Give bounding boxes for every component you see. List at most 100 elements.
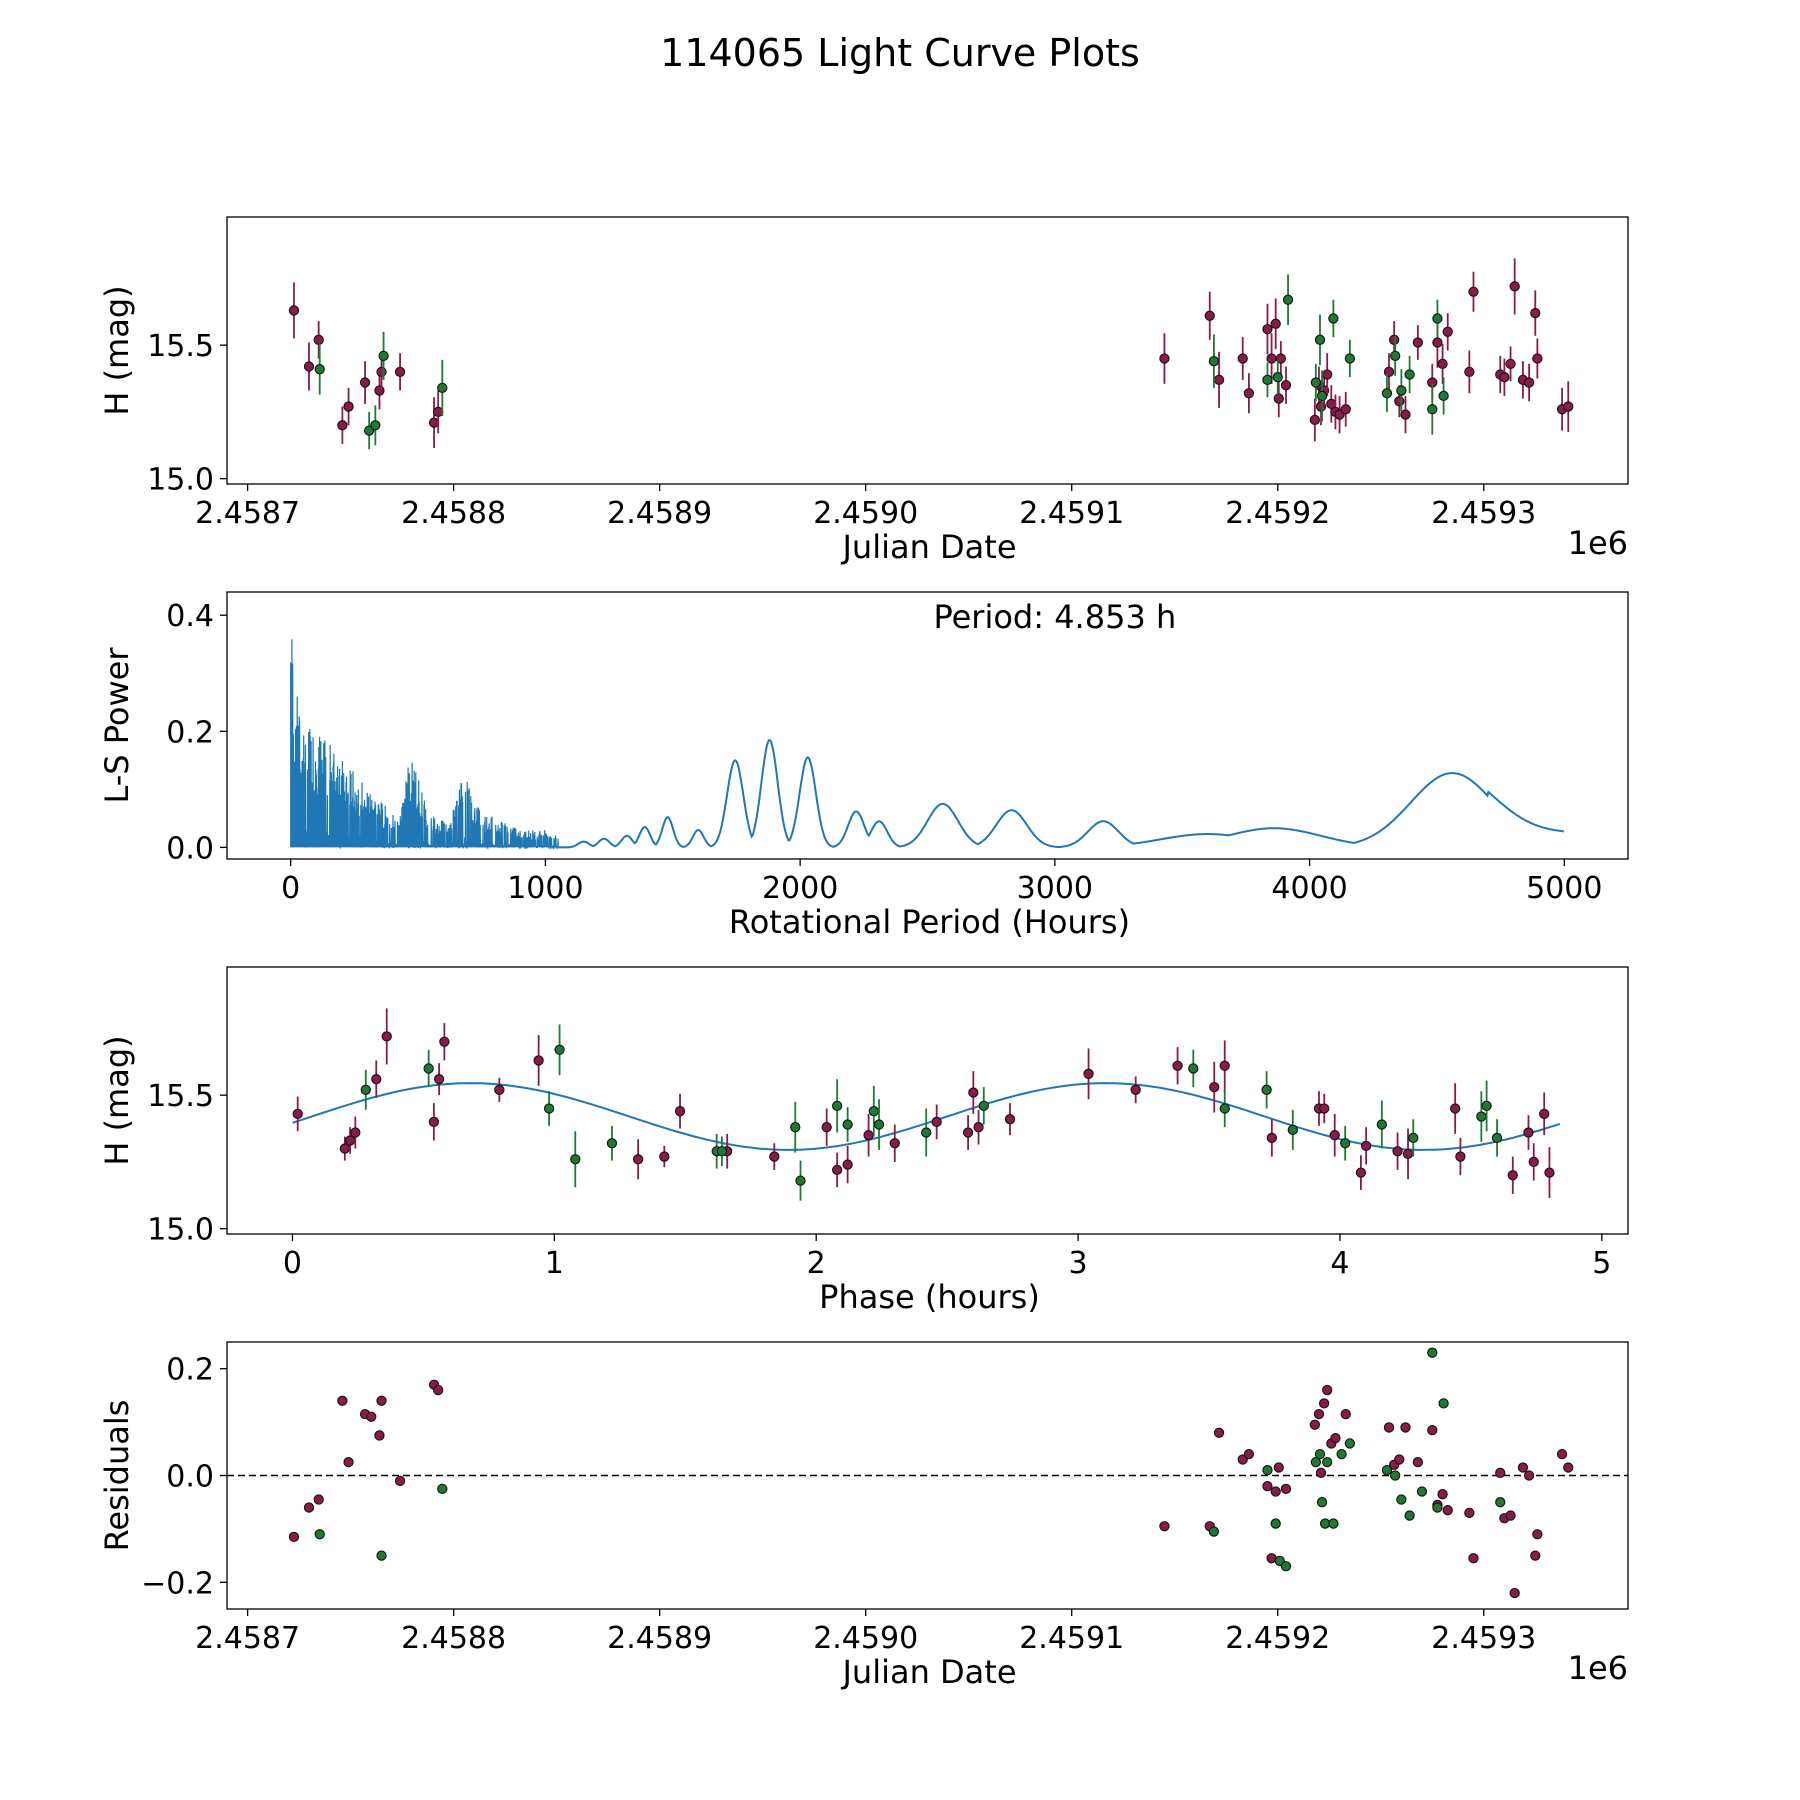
data-point-green (437, 1483, 448, 1494)
x-tick-label: 2.4593 (1431, 1621, 1536, 1656)
x-tick-label: 4000 (1271, 871, 1347, 906)
data-point-red (313, 334, 324, 345)
data-point-red (343, 401, 354, 412)
data-point-red (394, 366, 406, 378)
x-axis-label: Julian Date (840, 1653, 1016, 1691)
data-point-red (371, 1073, 382, 1085)
data-point-red (1495, 1467, 1506, 1478)
axes-frame (226, 966, 1629, 1235)
data-point-red (1172, 1060, 1183, 1071)
data-point-red (1340, 1408, 1351, 1420)
data-point-red (1400, 409, 1411, 420)
data-point-red (1329, 1130, 1340, 1141)
data-point-red (1523, 377, 1535, 388)
y-tick-label: 0.4 (166, 599, 214, 634)
data-point-red (1468, 1553, 1479, 1564)
data-point-green (1314, 334, 1326, 345)
data-point-red (288, 1531, 300, 1543)
x-offset-label: 1e6 (1568, 1649, 1628, 1687)
x-tick-label: 2.4589 (607, 496, 712, 531)
data-point-red (1412, 1457, 1423, 1468)
data-point-red (1532, 1529, 1543, 1540)
data-point-green (1310, 1457, 1322, 1468)
data-point-green (1208, 356, 1220, 367)
x-tick-label: 3000 (1017, 871, 1093, 906)
data-point-red (394, 1475, 406, 1486)
y-tick-label: −0.2 (141, 1566, 214, 1601)
data-point-green (1340, 1138, 1351, 1149)
data-point-red (1394, 396, 1405, 407)
data-point-red (1322, 369, 1333, 380)
data-point-green (1188, 1063, 1199, 1074)
data-point-red (1464, 366, 1475, 378)
data-point-red (1532, 353, 1543, 364)
data-point-green (543, 1103, 555, 1114)
data-point-red (1319, 1103, 1330, 1114)
data-point-red (1509, 1587, 1520, 1599)
data-point-green (1316, 1497, 1328, 1508)
data-point-green (1438, 390, 1449, 402)
data-point-red (359, 377, 371, 388)
data-point-red (292, 1108, 303, 1119)
data-point-red (1360, 1140, 1372, 1152)
data-point-green (378, 350, 389, 361)
data-point-red (1432, 337, 1443, 348)
data-point-green (1396, 1494, 1407, 1505)
x-tick-label: 2.4588 (401, 496, 506, 531)
data-point-red (313, 1494, 324, 1505)
data-point-green (1427, 404, 1438, 415)
data-point-green (570, 1154, 581, 1165)
data-point-red (374, 385, 385, 396)
data-point-red (1270, 1486, 1281, 1497)
periodogram-curve (558, 739, 1564, 849)
data-point-green (1316, 390, 1328, 402)
data-point-red (842, 1159, 853, 1170)
data-point-red (889, 1138, 900, 1149)
axes-frame (226, 591, 1629, 860)
data-point-green (1336, 1448, 1347, 1460)
data-point-green (1481, 1100, 1492, 1111)
data-point-red (1464, 1507, 1475, 1519)
x-tick-label: 5 (1592, 1246, 1611, 1281)
data-point-red (1383, 366, 1395, 378)
period-annotation: Period: 4.853 h (933, 598, 1176, 636)
data-point-red (1505, 358, 1516, 369)
x-tick-label: 2.4590 (813, 1621, 918, 1656)
data-point-red (973, 1122, 984, 1133)
data-point-green (1432, 313, 1443, 324)
data-point-red (1204, 310, 1215, 321)
x-tick-label: 4 (1330, 1246, 1349, 1281)
data-point-red (1243, 388, 1255, 399)
data-point-green (716, 1146, 728, 1157)
data-point-red (1083, 1068, 1094, 1079)
data-point-green (1344, 353, 1356, 364)
data-point-red (1412, 337, 1423, 348)
data-point-green (1272, 372, 1283, 383)
x-tick-label: 2.4587 (195, 1621, 300, 1656)
data-point-red (1437, 1489, 1448, 1500)
data-point-green (1208, 1526, 1220, 1537)
data-point-red (1280, 380, 1292, 391)
data-point-red (381, 1031, 392, 1042)
data-point-green (1344, 1438, 1356, 1449)
data-point-green (1427, 1347, 1438, 1358)
data-point-red (821, 1122, 832, 1133)
data-point-green (1322, 1457, 1333, 1468)
x-tick-label: 3 (1069, 1246, 1088, 1281)
data-point-red (1442, 1505, 1453, 1516)
data-point-green (376, 1550, 387, 1561)
data-point-red (428, 1116, 440, 1128)
data-point-red (1262, 323, 1273, 335)
data-point-green (1381, 388, 1393, 399)
data-point-red (303, 1502, 315, 1513)
x-tick-label: 2.4590 (813, 496, 918, 531)
data-point-red (1273, 1462, 1284, 1473)
data-point-red (1159, 353, 1170, 364)
x-tick-label: 2.4589 (607, 1621, 712, 1656)
data-point-green (1381, 1465, 1393, 1476)
data-point-green (370, 420, 381, 431)
data-point-red (1468, 286, 1479, 297)
data-point-red (1505, 1510, 1516, 1521)
data-point-red (376, 366, 387, 378)
x-axis-label: Julian Date (840, 528, 1016, 566)
